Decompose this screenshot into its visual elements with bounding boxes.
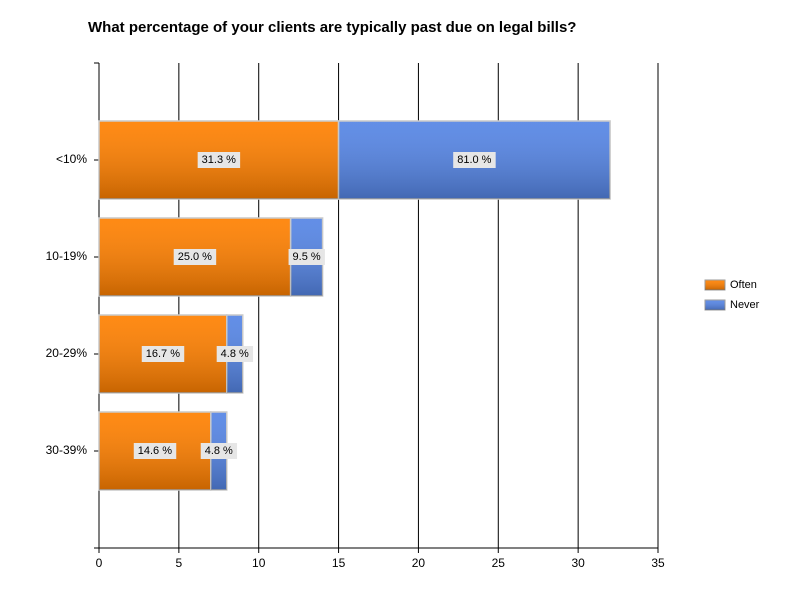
value-label-bg — [288, 249, 325, 265]
value-label-bg — [453, 152, 496, 168]
legend-label: Never — [730, 299, 760, 311]
y-tick-label: <10% — [56, 152, 87, 166]
value-label-bg — [197, 152, 241, 168]
value-label: 25.0 % — [178, 251, 212, 263]
x-tick-label: 15 — [332, 556, 346, 570]
value-label-bg — [200, 443, 238, 459]
x-tick-label: 10 — [252, 556, 266, 570]
x-tick-label: 25 — [492, 556, 506, 570]
x-tick-label: 30 — [571, 556, 585, 570]
x-tick-label: 20 — [412, 556, 426, 570]
x-tick-label: 35 — [651, 556, 665, 570]
legend-swatch-shade — [705, 280, 725, 290]
value-label: 9.5 % — [293, 251, 321, 263]
value-label-bg — [173, 249, 217, 265]
value-label-bg — [133, 443, 177, 459]
value-label: 14.6 % — [138, 445, 172, 457]
value-label: 81.0 % — [457, 154, 491, 166]
value-label-bg — [141, 346, 185, 362]
value-label: 31.3 % — [202, 154, 236, 166]
legend-swatch-shade — [705, 300, 725, 310]
value-label: 16.7 % — [146, 348, 180, 360]
x-tick-label: 5 — [176, 556, 183, 570]
legend-label: Often — [730, 279, 757, 291]
value-label: 4.8 % — [205, 445, 233, 457]
value-label-bg — [216, 346, 254, 362]
y-tick-label: 10-19% — [46, 249, 88, 263]
y-tick-label: 30-39% — [46, 443, 88, 457]
chart-title: What percentage of your clients are typi… — [88, 19, 576, 36]
x-tick-label: 0 — [96, 556, 103, 570]
value-label: 4.8 % — [221, 348, 249, 360]
y-tick-label: 20-29% — [46, 346, 88, 360]
